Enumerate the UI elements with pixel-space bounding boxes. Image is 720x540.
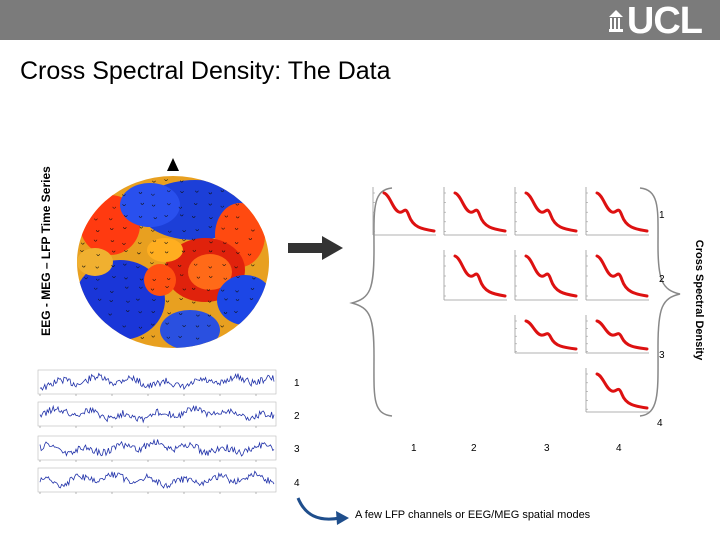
timeseries-panel [37,401,277,428]
curved-arrow-icon [296,497,349,525]
matrix-col-label-2: 2 [471,443,477,454]
csd-panel [443,187,507,236]
matrix-row-label-3: 3 [659,350,665,361]
timeseries-panel [37,435,277,462]
time-series-stack [37,369,277,494]
csd-panel [514,250,578,301]
right-brace [639,187,681,417]
csd-matrix [372,187,649,413]
caption: A few LFP channels or EEG/MEG spatial mo… [355,509,591,521]
matrix-col-label-4: 4 [616,443,622,454]
portico-icon [608,10,623,32]
csd-panel [514,187,578,236]
csd-panel [585,315,649,354]
timeseries-panel [37,467,277,494]
csd-panel [443,250,507,301]
scalp-topography-map [77,158,269,348]
csd-panel [585,250,649,301]
csd-panel [585,368,649,413]
matrix-row-label-1: 1 [659,210,665,221]
csd-panel [372,187,436,236]
matrix-col-label-3: 3 [544,443,550,454]
nose-marker-icon [167,158,179,171]
csd-panel [585,187,649,236]
timeseries-panel [37,369,277,396]
csd-panel [514,315,578,354]
logo-text: UCL [626,0,703,42]
matrix-col-label-1: 1 [411,443,417,454]
ucl-logo: UCL [608,0,703,42]
matrix-row-label-2: 2 [659,274,665,285]
timeseries-label-2: 2 [294,411,300,422]
page-title: Cross Spectral Density: The Data [20,57,391,85]
matrix-row-label-4: 4 [657,418,663,429]
right-arrow-icon [288,236,343,260]
timeseries-label-1: 1 [294,378,300,389]
timeseries-label-4: 4 [294,478,300,489]
header-bar: UCL [0,0,720,40]
timeseries-label-3: 3 [294,444,300,455]
left-brace [349,187,393,417]
